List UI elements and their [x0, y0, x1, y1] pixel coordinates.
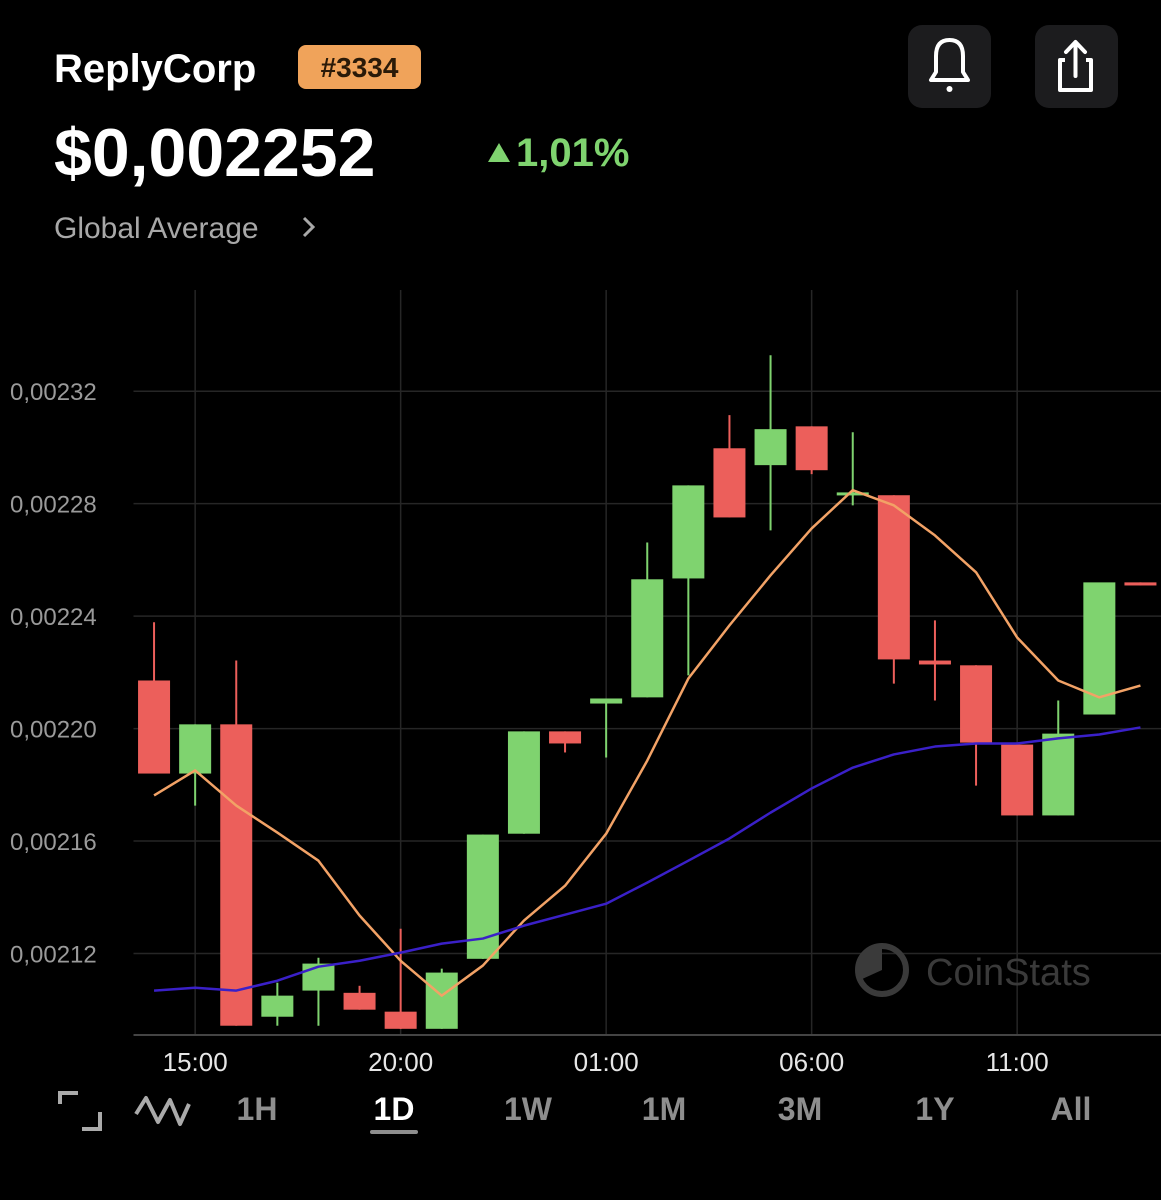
timeframe-tab[interactable]: 3M — [778, 1091, 822, 1127]
timeframe-tab[interactable]: All — [1051, 1091, 1092, 1127]
share-button[interactable] — [1035, 25, 1118, 108]
timeframe-tabs: 1H 1D 1W 1M 3M 1Y All — [237, 1091, 1092, 1134]
share-arrow — [1064, 40, 1087, 78]
y-tick-label: 0,00216 — [10, 829, 97, 856]
x-tick-label: 20:00 — [368, 1047, 433, 1077]
alert-button[interactable] — [908, 25, 991, 108]
candle-body — [713, 448, 746, 518]
line-icon — [134, 1096, 191, 1126]
candle-body — [384, 1011, 417, 1029]
candle-body — [549, 731, 582, 744]
moving-average-line — [153, 726, 1141, 992]
candle-body — [795, 426, 828, 471]
candle-body — [1001, 744, 1034, 816]
candle-body — [960, 665, 993, 743]
y-tick-label: 0,00212 — [10, 941, 97, 968]
price-change: 1,01% — [516, 131, 629, 175]
candle-body — [1124, 582, 1157, 586]
candle-body — [425, 972, 458, 1029]
chart-type-button[interactable] — [134, 1096, 191, 1126]
candle-body — [507, 731, 540, 834]
timeframe-tab[interactable]: 1H — [237, 1091, 278, 1127]
fullscreen-button[interactable] — [58, 1091, 102, 1131]
timeframe-tab[interactable]: 1Y — [915, 1091, 954, 1127]
candle-body — [138, 680, 171, 774]
rank-text: #3334 — [321, 52, 399, 83]
candle-body — [302, 963, 335, 991]
moving-average-line — [153, 488, 1141, 997]
timeframe-tab[interactable]: 1D — [374, 1091, 415, 1127]
price: $0,002252 — [54, 115, 375, 191]
chart: 0,00212 0,00216 0,00220 0,00224 0,00228 0,002… — [10, 290, 1161, 1077]
chevron — [302, 216, 316, 238]
bell-clapper — [946, 86, 953, 92]
y-tick-label: 0,00220 — [10, 717, 97, 744]
y-tick-label: 0,00228 — [10, 492, 97, 519]
fullscreen-icon — [58, 1091, 102, 1131]
watermark-logo — [857, 945, 882, 980]
watermark: CoinStats — [855, 943, 1091, 997]
candle-body — [877, 495, 910, 660]
candle-body — [590, 698, 623, 704]
candle-body — [631, 579, 664, 698]
candle-body — [836, 492, 869, 496]
source-link[interactable]: Global Average — [54, 212, 316, 245]
x-tick-label: 06:00 — [779, 1047, 844, 1077]
x-tick-label: 15:00 — [163, 1047, 228, 1077]
timeframe-tab[interactable]: 1W — [504, 1091, 553, 1127]
bell-icon — [929, 38, 970, 82]
candle-body — [672, 485, 705, 579]
watermark-text: CoinStats — [926, 952, 1091, 994]
candle-body — [179, 724, 212, 774]
up-arrow — [488, 143, 510, 162]
x-tick-label: 11:00 — [986, 1047, 1049, 1077]
candle-body — [918, 660, 951, 665]
candle-body — [220, 724, 253, 1026]
selected-underline — [370, 1130, 418, 1134]
candle-body — [1042, 733, 1075, 816]
coin-name: ReplyCorp — [54, 47, 256, 91]
candle-body — [343, 992, 376, 1010]
candle-body — [754, 429, 787, 466]
share-box — [1058, 58, 1093, 92]
button-bg — [908, 25, 991, 108]
y-tick-label: 0,00232 — [10, 379, 97, 406]
x-tick-label: 01:00 — [574, 1047, 639, 1077]
y-tick-label: 0,00224 — [10, 604, 97, 631]
source-label[interactable]: Global Average — [54, 212, 259, 245]
rank-badge — [298, 45, 421, 89]
candle-body — [261, 995, 294, 1017]
timeframe-tab[interactable]: 1M — [642, 1091, 686, 1127]
